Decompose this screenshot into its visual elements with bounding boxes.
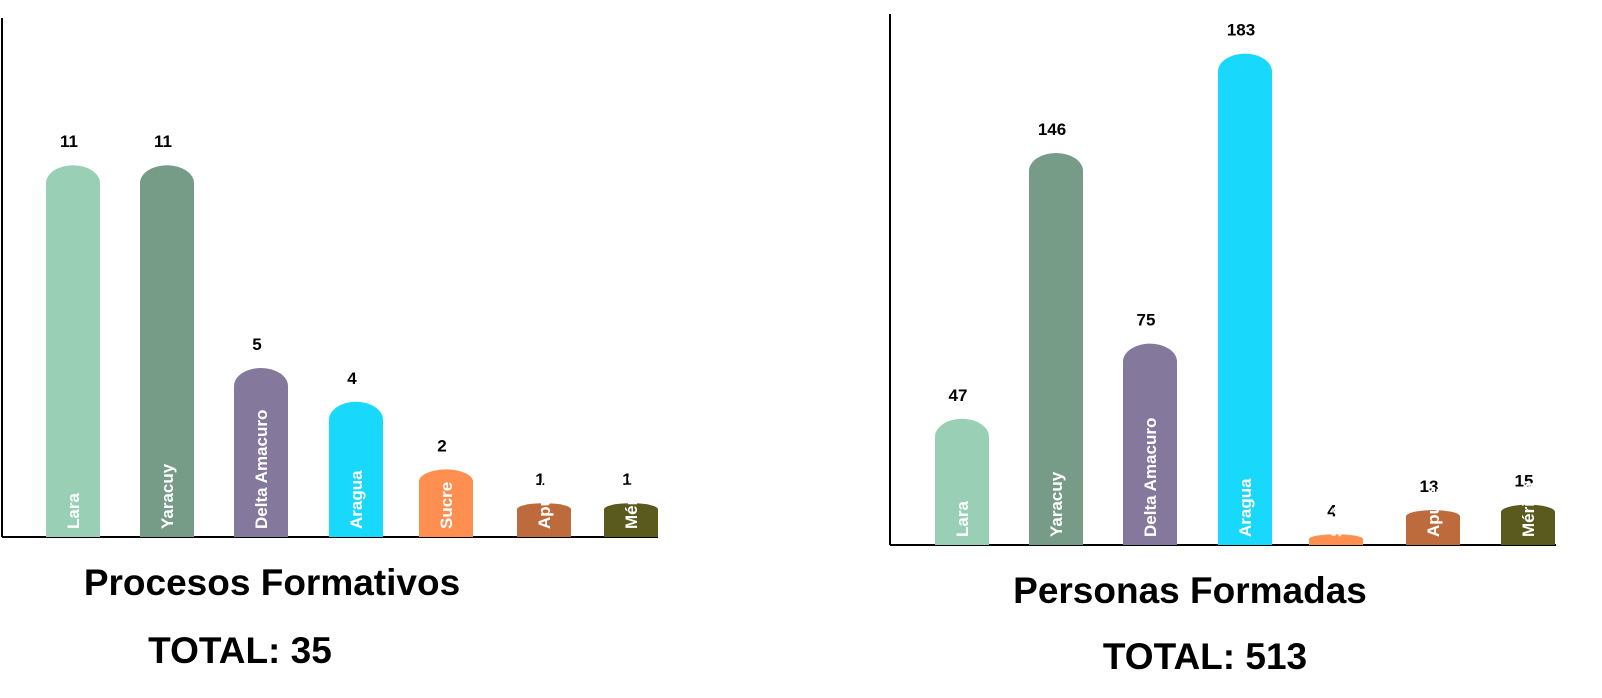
chart-title-procesos: Procesos Formativos — [83, 562, 461, 603]
bar-apure — [517, 503, 571, 537]
bar-lara — [935, 418, 989, 545]
category-label-apure: Apure — [535, 480, 554, 529]
category-label-yaracuy: Yaracuy — [158, 463, 177, 529]
data-label-lara: 47 — [949, 386, 968, 405]
category-label-sucre: Sucre — [437, 482, 456, 529]
category-label-aragua: Aragua — [347, 470, 366, 529]
bar-sucre — [419, 469, 473, 537]
data-label-sucre: 4 — [1327, 501, 1337, 520]
chart-total-personas: TOTAL: 513 — [1102, 636, 1308, 677]
bar-delta-amacuro — [234, 368, 288, 537]
category-label-apure: Apure — [1424, 488, 1443, 537]
category-label-delta-amacuro: Delta Amacuro — [1141, 418, 1160, 537]
bar-aragua — [1218, 53, 1272, 546]
bar-lara — [46, 165, 100, 537]
data-label-lara: 11 — [60, 132, 78, 151]
data-label-merida: 15 — [1515, 472, 1534, 491]
data-label-merida: 1 — [622, 470, 631, 489]
category-label-lara: Lara — [953, 501, 972, 537]
data-label-apure: 13 — [1420, 477, 1439, 496]
category-label-lara: Lara — [64, 493, 83, 529]
data-label-yaracuy: 11 — [154, 132, 172, 151]
data-label-aragua: 4 — [347, 369, 357, 388]
category-label-merida: Mérida — [622, 474, 641, 529]
data-label-aragua: 183 — [1227, 21, 1255, 40]
bar-yaracuy — [140, 165, 194, 537]
category-label-aragua: Aragua — [1236, 478, 1255, 537]
bar-delta-amacuro — [1123, 343, 1177, 545]
bar-yaracuy — [1029, 152, 1083, 546]
bar-merida — [1501, 504, 1555, 545]
category-label-merida: Mérida — [1519, 482, 1538, 537]
bar-apure — [1406, 510, 1460, 545]
data-label-delta-amacuro: 5 — [252, 335, 261, 354]
bar-sucre — [1309, 534, 1363, 545]
chart-title-personas: Personas Formadas — [1013, 570, 1367, 611]
chart-total-procesos: TOTAL: 35 — [148, 630, 332, 671]
data-label-apure: 1 — [535, 470, 544, 489]
bar-merida — [604, 503, 658, 537]
category-label-yaracuy: Yaracuy — [1047, 471, 1066, 537]
category-label-delta-amacuro: Delta Amacuro — [252, 410, 271, 529]
data-label-delta-amacuro: 75 — [1137, 311, 1156, 330]
bar-aragua — [329, 401, 383, 537]
category-label-sucre: Sucre — [1327, 490, 1346, 537]
data-label-yaracuy: 146 — [1038, 120, 1066, 139]
data-label-sucre: 2 — [437, 436, 446, 455]
